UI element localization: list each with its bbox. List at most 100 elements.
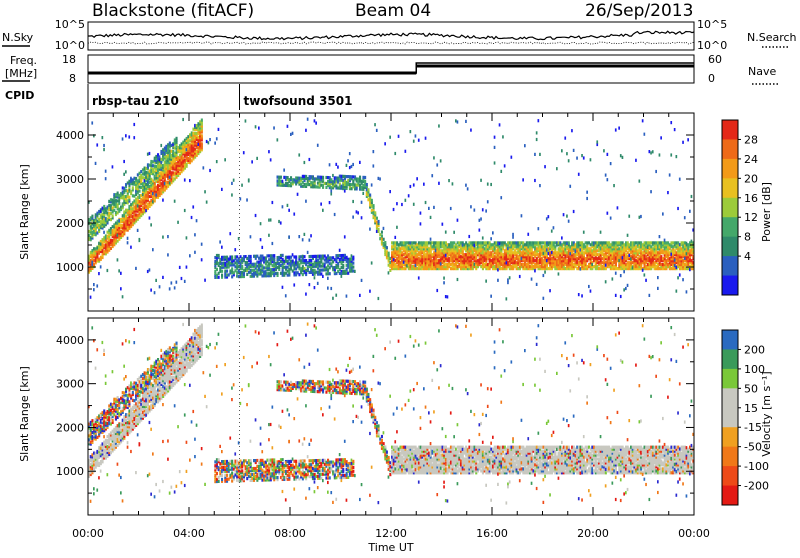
power-cell	[245, 269, 247, 272]
power-cell	[176, 281, 178, 284]
power-cell	[184, 178, 186, 181]
power-cell	[201, 243, 203, 246]
power-cell	[184, 280, 186, 283]
power-cell	[467, 244, 469, 247]
power-cell	[133, 123, 135, 126]
power-cell	[231, 193, 233, 196]
power-cell	[538, 227, 540, 230]
power-cell	[470, 205, 472, 208]
power-cell	[137, 204, 139, 207]
power-cell	[130, 177, 132, 180]
power-cell	[575, 250, 577, 253]
power-cell	[167, 253, 169, 256]
power-cell	[436, 289, 438, 292]
power-cell	[490, 237, 492, 240]
power-cell	[556, 243, 558, 246]
power-cell	[551, 251, 553, 254]
power-cell	[494, 161, 496, 164]
power-cell	[366, 188, 368, 191]
power-cell	[137, 229, 139, 232]
colorbar-swatch	[722, 159, 738, 179]
power-cell	[494, 146, 496, 149]
power-cell	[376, 217, 378, 220]
power-cell	[418, 139, 420, 142]
power-cell	[307, 251, 309, 254]
power-cell	[231, 255, 233, 258]
power-cell	[670, 253, 672, 256]
power-cell	[189, 179, 191, 182]
power-cell	[329, 272, 331, 275]
power-cell	[125, 170, 127, 173]
power-cell	[403, 261, 405, 264]
power-cell	[273, 268, 275, 271]
nsky-tick-top: 10^5	[55, 18, 85, 31]
power-cell	[389, 136, 391, 139]
power-cell	[433, 206, 435, 209]
power-cell	[612, 277, 614, 280]
power-cell	[620, 274, 622, 277]
power-cell	[169, 287, 171, 290]
power-cell	[347, 159, 349, 162]
velocity-heatmap	[88, 318, 694, 515]
power-cell	[298, 235, 300, 238]
power-cell	[615, 294, 617, 297]
power-cell	[127, 237, 129, 240]
power-cell	[160, 144, 162, 147]
power-cell	[277, 272, 279, 275]
power-cell	[578, 293, 580, 296]
power-cell	[135, 190, 137, 193]
power-cell	[588, 285, 590, 288]
power-cell	[543, 274, 545, 277]
power-cell	[292, 132, 294, 135]
power-cell	[147, 153, 149, 156]
power-cell	[346, 164, 348, 167]
power-cell	[246, 198, 248, 201]
power-cell	[292, 253, 294, 256]
power-cell	[506, 261, 508, 264]
power-cell	[179, 266, 181, 269]
power-cell	[221, 274, 223, 277]
power-cell	[448, 179, 450, 182]
velocity-cell	[90, 500, 92, 503]
power-cell	[607, 178, 609, 181]
power-cell	[689, 210, 691, 213]
power-cell	[379, 177, 381, 180]
power-panel-frame	[88, 113, 694, 311]
power-cell	[371, 199, 373, 202]
power-cell	[288, 235, 290, 238]
power-cell	[405, 199, 407, 202]
power-cell	[191, 216, 193, 219]
power-cell	[433, 156, 435, 159]
cpid-label: CPID	[5, 89, 34, 102]
power-cell	[105, 177, 107, 180]
power-cell	[492, 231, 494, 234]
power-cell	[499, 123, 501, 126]
power-cell	[250, 255, 252, 258]
power-cell	[351, 254, 353, 257]
power-cell	[684, 216, 686, 219]
velocity-cell	[91, 326, 93, 329]
power-cell	[243, 151, 245, 154]
power-cell	[561, 149, 563, 152]
power-cell	[330, 189, 332, 192]
power-cell	[344, 235, 346, 238]
power-cell	[273, 126, 275, 129]
power-cell	[442, 223, 444, 226]
power-cell	[527, 233, 529, 236]
nsearch-tick-bottom: 10^0	[697, 39, 727, 52]
station-title: Blackstone (fitACF)	[92, 1, 254, 21]
power-cell	[221, 188, 223, 191]
power-cell	[105, 217, 107, 220]
power-cell	[374, 211, 376, 214]
power-cell	[285, 257, 287, 260]
power-cell	[485, 209, 487, 212]
power-cell	[679, 243, 681, 246]
power-cell	[617, 206, 619, 209]
power-cell	[236, 275, 238, 278]
power-cell	[497, 268, 499, 271]
power-cell	[280, 221, 282, 224]
power-cell	[655, 170, 657, 173]
power-cell	[287, 204, 289, 207]
power-cell	[664, 239, 666, 242]
power-cell	[388, 252, 390, 255]
